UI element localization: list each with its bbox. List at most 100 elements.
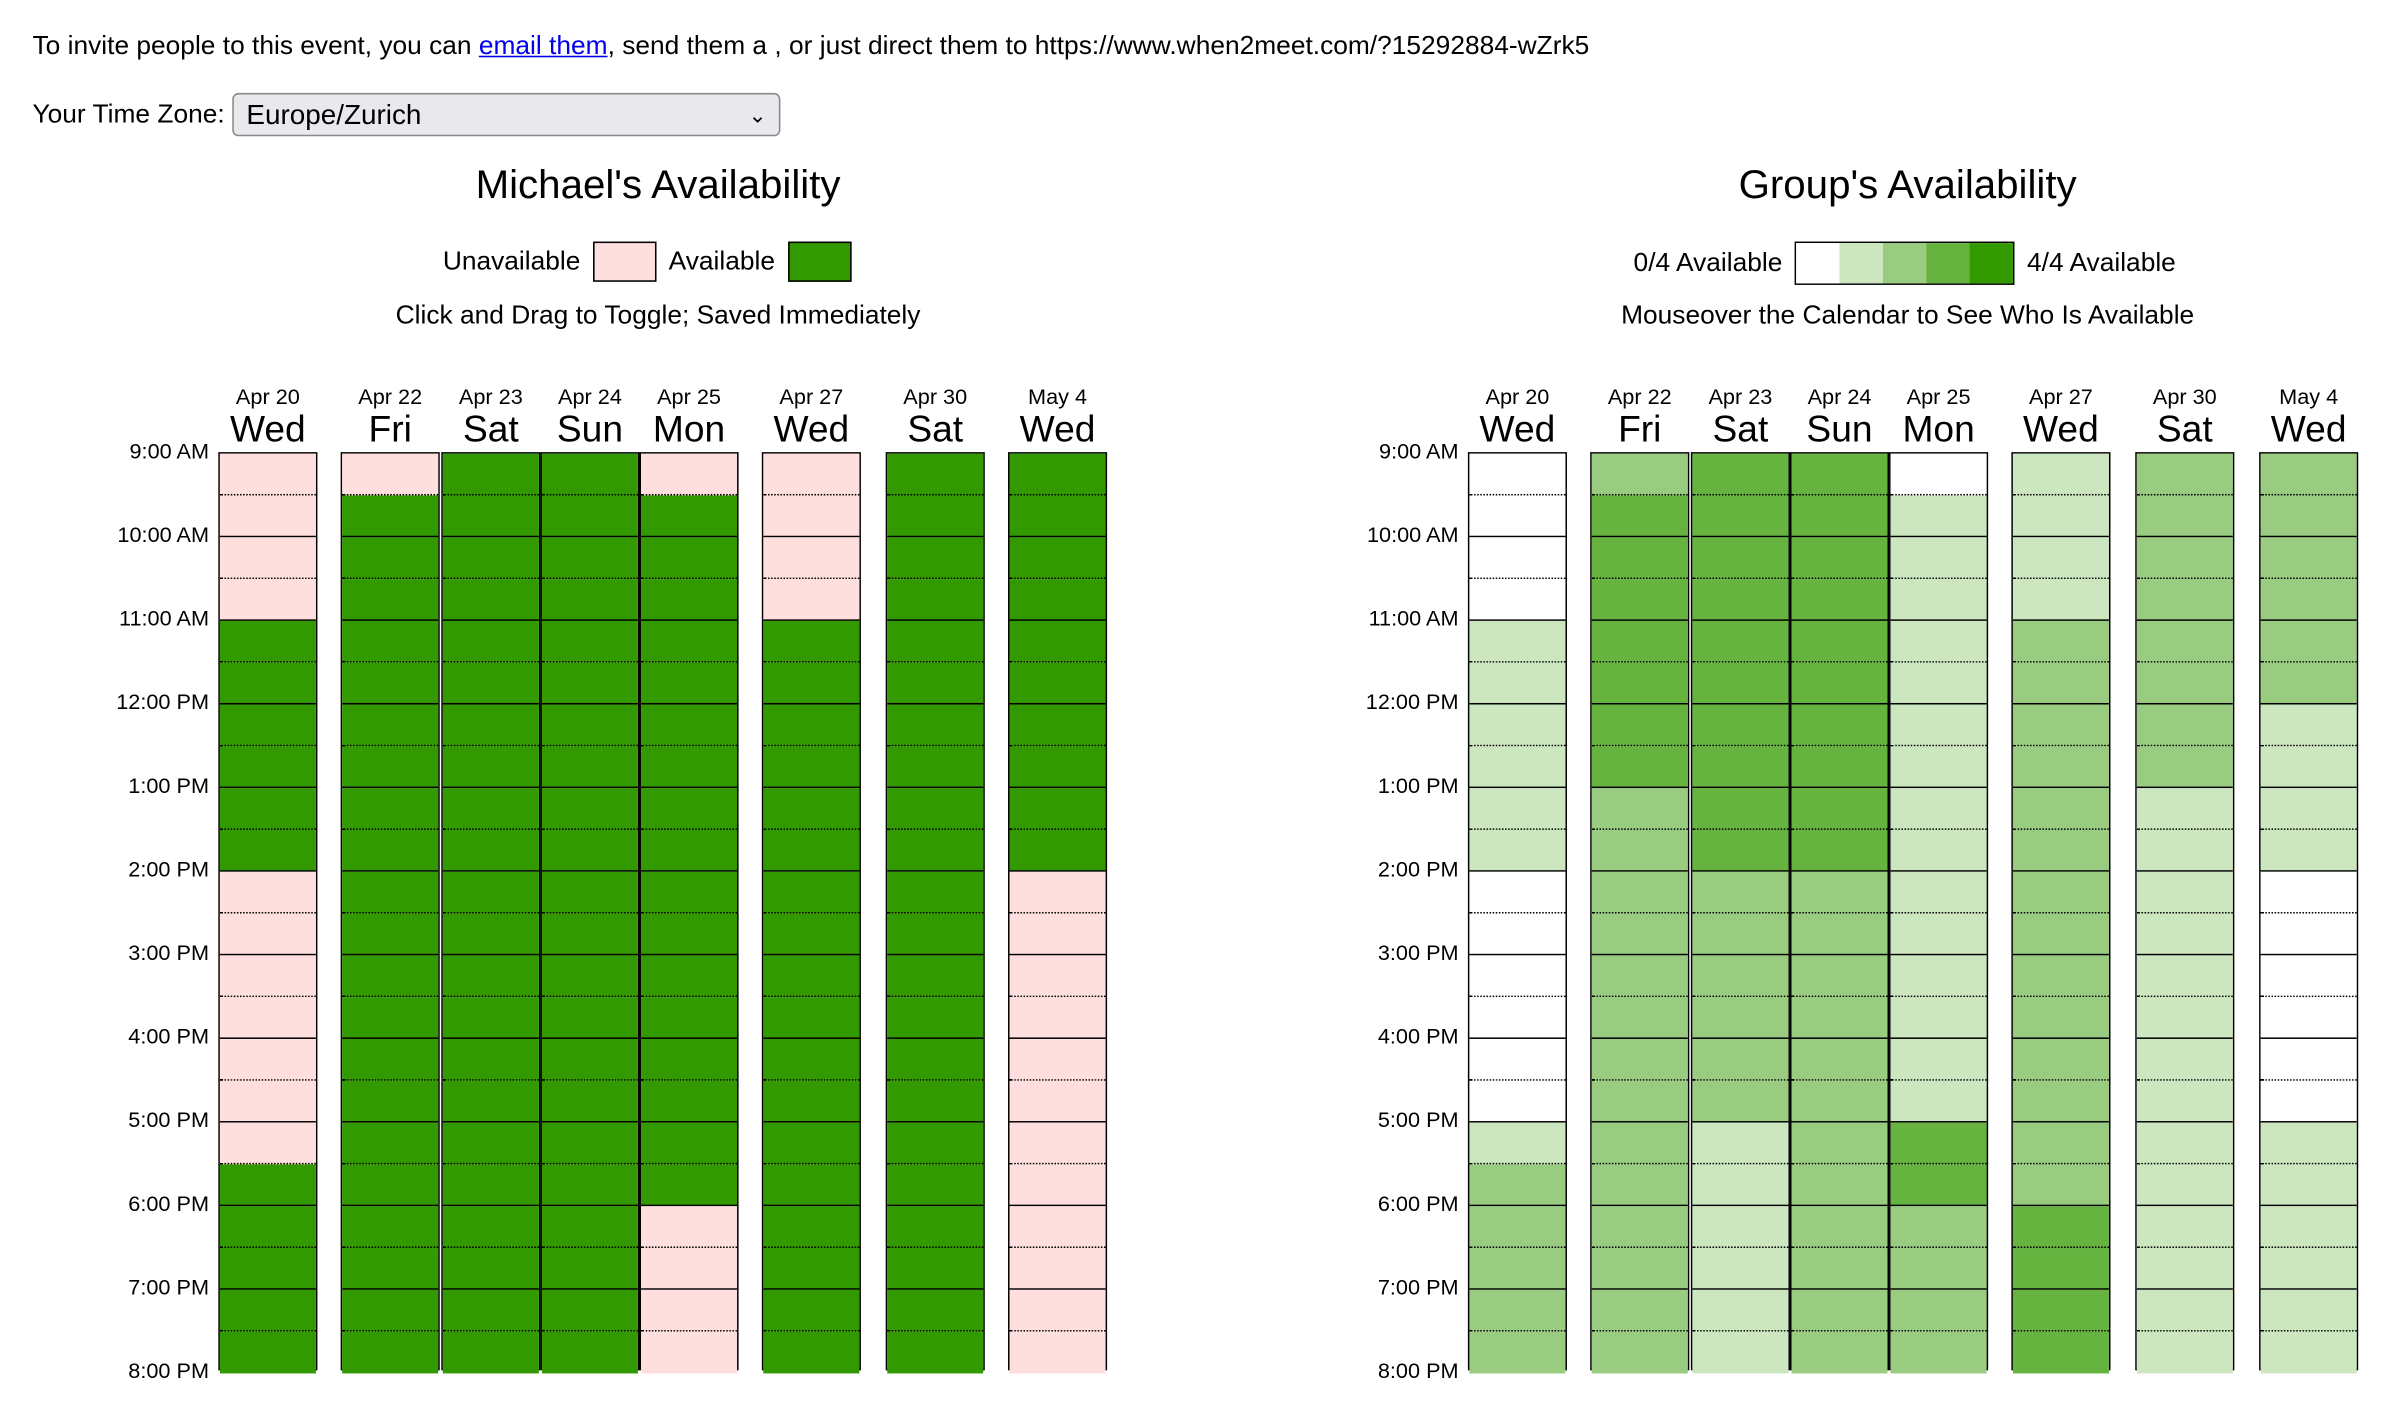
group-day-column[interactable] bbox=[2011, 452, 2111, 1374]
group-day-column[interactable] bbox=[2135, 452, 2235, 1374]
group-time-slot[interactable] bbox=[1890, 704, 1987, 747]
personal-time-slot[interactable] bbox=[219, 955, 316, 998]
personal-time-slot[interactable] bbox=[219, 997, 316, 1039]
group-time-slot[interactable] bbox=[1890, 1331, 1987, 1374]
personal-time-slot[interactable] bbox=[763, 997, 860, 1039]
personal-time-slot[interactable] bbox=[1009, 913, 1106, 956]
personal-time-slot[interactable] bbox=[442, 453, 539, 496]
personal-time-slot[interactable] bbox=[763, 955, 860, 998]
personal-time-slot[interactable] bbox=[641, 746, 738, 789]
group-time-slot[interactable] bbox=[1890, 1122, 1987, 1165]
group-time-slot[interactable] bbox=[1791, 1206, 1888, 1249]
group-time-slot[interactable] bbox=[1791, 746, 1888, 789]
group-time-slot[interactable] bbox=[1591, 829, 1688, 872]
personal-time-slot[interactable] bbox=[887, 537, 984, 580]
group-day-column[interactable] bbox=[1889, 452, 1989, 1374]
group-time-slot[interactable] bbox=[2012, 997, 2109, 1039]
group-time-slot[interactable] bbox=[1791, 495, 1888, 538]
personal-time-slot[interactable] bbox=[541, 620, 638, 663]
personal-day-column[interactable] bbox=[761, 452, 861, 1374]
group-time-slot[interactable] bbox=[1469, 1248, 1566, 1290]
personal-time-slot[interactable] bbox=[1009, 579, 1106, 621]
group-time-slot[interactable] bbox=[1591, 704, 1688, 747]
group-time-slot[interactable] bbox=[1692, 955, 1789, 998]
personal-time-slot[interactable] bbox=[442, 1289, 539, 1332]
group-time-slot[interactable] bbox=[1791, 1248, 1888, 1290]
group-time-slot[interactable] bbox=[1890, 829, 1987, 872]
group-time-slot[interactable] bbox=[2260, 913, 2357, 956]
group-time-slot[interactable] bbox=[1791, 1289, 1888, 1332]
personal-time-slot[interactable] bbox=[342, 871, 439, 914]
personal-time-slot[interactable] bbox=[887, 662, 984, 705]
personal-time-slot[interactable] bbox=[887, 704, 984, 747]
personal-time-slot[interactable] bbox=[641, 997, 738, 1039]
personal-time-slot[interactable] bbox=[1009, 453, 1106, 496]
group-time-slot[interactable] bbox=[1692, 1038, 1789, 1081]
group-time-slot[interactable] bbox=[1469, 1331, 1566, 1374]
group-time-slot[interactable] bbox=[1692, 829, 1789, 872]
group-time-slot[interactable] bbox=[1591, 1038, 1688, 1081]
group-time-slot[interactable] bbox=[1469, 1206, 1566, 1249]
personal-time-slot[interactable] bbox=[887, 579, 984, 621]
personal-time-slot[interactable] bbox=[342, 662, 439, 705]
group-time-slot[interactable] bbox=[1591, 537, 1688, 580]
group-time-slot[interactable] bbox=[1469, 704, 1566, 747]
personal-time-slot[interactable] bbox=[1009, 537, 1106, 580]
personal-time-slot[interactable] bbox=[641, 704, 738, 747]
personal-time-slot[interactable] bbox=[887, 746, 984, 789]
personal-time-slot[interactable] bbox=[1009, 746, 1106, 789]
personal-time-slot[interactable] bbox=[219, 495, 316, 538]
personal-time-slot[interactable] bbox=[1009, 788, 1106, 830]
group-time-slot[interactable] bbox=[1791, 1122, 1888, 1165]
personal-time-slot[interactable] bbox=[763, 620, 860, 663]
group-time-slot[interactable] bbox=[2136, 704, 2233, 747]
personal-time-slot[interactable] bbox=[219, 1122, 316, 1165]
group-time-slot[interactable] bbox=[1890, 1038, 1987, 1081]
personal-time-slot[interactable] bbox=[763, 1289, 860, 1332]
personal-time-slot[interactable] bbox=[887, 453, 984, 496]
personal-time-slot[interactable] bbox=[641, 955, 738, 998]
personal-time-slot[interactable] bbox=[1009, 955, 1106, 998]
group-time-slot[interactable] bbox=[1591, 955, 1688, 998]
personal-time-slot[interactable] bbox=[219, 913, 316, 956]
group-time-slot[interactable] bbox=[1791, 453, 1888, 496]
personal-time-slot[interactable] bbox=[887, 913, 984, 956]
group-time-slot[interactable] bbox=[2012, 1206, 2109, 1249]
personal-time-slot[interactable] bbox=[219, 1164, 316, 1207]
group-time-slot[interactable] bbox=[2136, 746, 2233, 789]
personal-time-slot[interactable] bbox=[342, 913, 439, 956]
group-time-slot[interactable] bbox=[1890, 788, 1987, 830]
personal-time-slot[interactable] bbox=[442, 620, 539, 663]
personal-time-slot[interactable] bbox=[1009, 871, 1106, 914]
personal-time-slot[interactable] bbox=[219, 1289, 316, 1332]
personal-time-slot[interactable] bbox=[1009, 1248, 1106, 1290]
personal-time-slot[interactable] bbox=[541, 537, 638, 580]
group-time-slot[interactable] bbox=[1591, 871, 1688, 914]
group-time-slot[interactable] bbox=[2012, 662, 2109, 705]
personal-time-slot[interactable] bbox=[1009, 495, 1106, 538]
group-time-slot[interactable] bbox=[1791, 913, 1888, 956]
group-time-slot[interactable] bbox=[1791, 537, 1888, 580]
personal-time-slot[interactable] bbox=[219, 1206, 316, 1249]
personal-time-slot[interactable] bbox=[219, 1248, 316, 1290]
group-time-slot[interactable] bbox=[1791, 662, 1888, 705]
group-time-slot[interactable] bbox=[1791, 871, 1888, 914]
group-time-slot[interactable] bbox=[1469, 1164, 1566, 1207]
personal-time-slot[interactable] bbox=[541, 662, 638, 705]
group-time-slot[interactable] bbox=[1890, 537, 1987, 580]
personal-time-slot[interactable] bbox=[442, 829, 539, 872]
group-time-slot[interactable] bbox=[1791, 704, 1888, 747]
personal-time-slot[interactable] bbox=[342, 1331, 439, 1374]
personal-time-slot[interactable] bbox=[1009, 662, 1106, 705]
personal-time-slot[interactable] bbox=[342, 537, 439, 580]
personal-time-slot[interactable] bbox=[342, 495, 439, 538]
personal-time-slot[interactable] bbox=[442, 495, 539, 538]
group-time-slot[interactable] bbox=[1692, 620, 1789, 663]
group-time-slot[interactable] bbox=[2012, 453, 2109, 496]
group-time-slot[interactable] bbox=[1591, 746, 1688, 789]
group-time-slot[interactable] bbox=[1692, 453, 1789, 496]
group-time-slot[interactable] bbox=[1692, 1080, 1789, 1123]
personal-time-slot[interactable] bbox=[541, 1289, 638, 1332]
personal-time-slot[interactable] bbox=[442, 746, 539, 789]
personal-time-slot[interactable] bbox=[763, 579, 860, 621]
